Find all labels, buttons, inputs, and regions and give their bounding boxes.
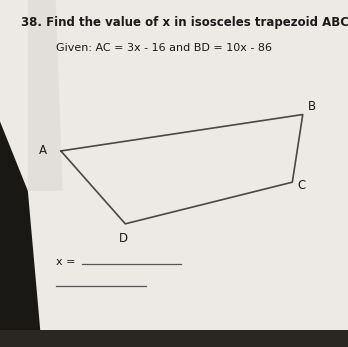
Polygon shape	[0, 0, 348, 330]
Text: Given: AC = 3x - 16 and BD = 10x - 86: Given: AC = 3x - 16 and BD = 10x - 86	[56, 43, 272, 53]
Text: D: D	[119, 232, 128, 245]
Text: A: A	[39, 144, 47, 158]
Polygon shape	[0, 330, 348, 347]
Text: C: C	[298, 179, 306, 192]
Text: B: B	[308, 100, 316, 113]
Text: x =: x =	[56, 257, 79, 267]
Polygon shape	[0, 121, 42, 347]
Polygon shape	[28, 0, 63, 191]
Text: 38. Find the value of x in isosceles trapezoid ABCD.: 38. Find the value of x in isosceles tra…	[21, 16, 348, 28]
